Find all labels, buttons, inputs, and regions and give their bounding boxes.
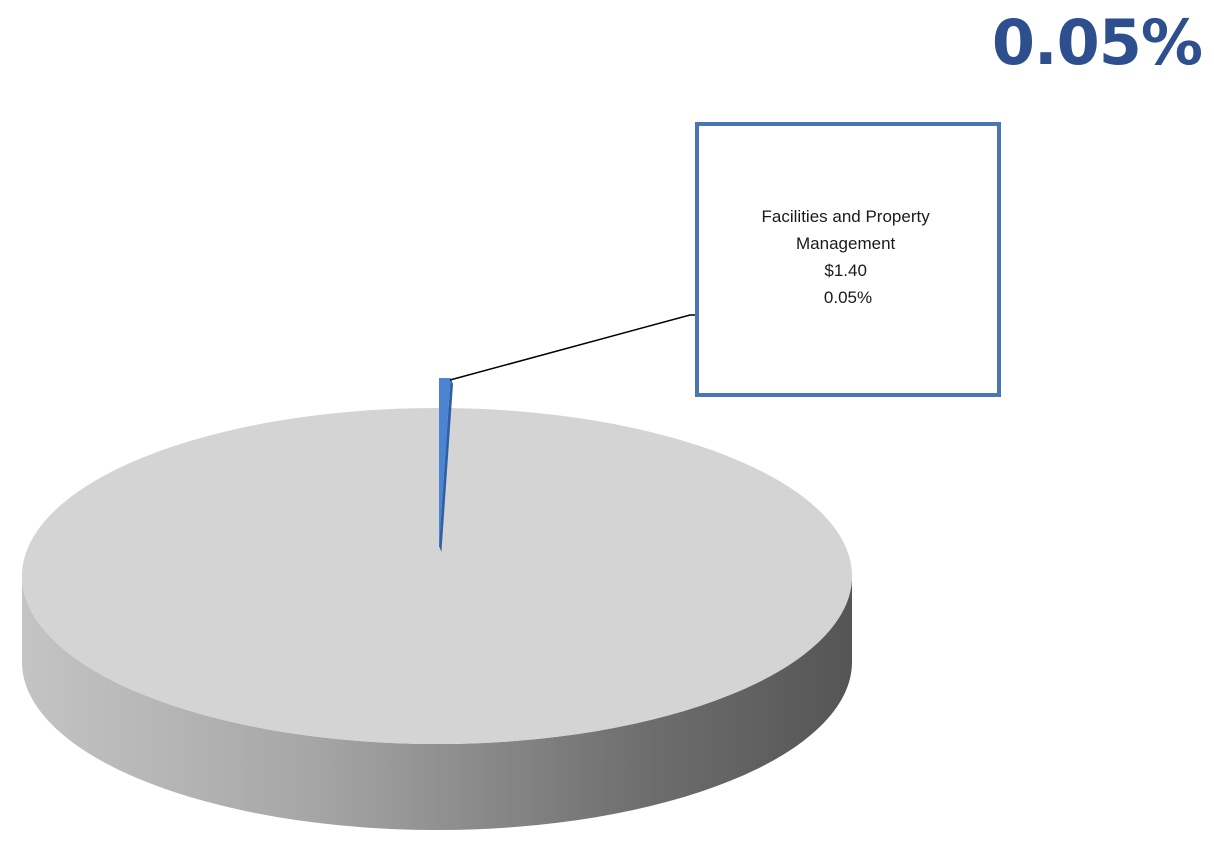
callout-leader-line	[449, 314, 697, 381]
pie-side-wall	[22, 576, 852, 830]
pie-slice-rest	[22, 408, 852, 744]
pie-slice-highlighted-group	[439, 378, 453, 552]
data-label-callout-box	[695, 122, 1001, 397]
callout-line-percent: 0.05%	[824, 288, 872, 307]
callout-line-2: Management	[796, 234, 896, 253]
pie-slice-highlighted-side	[439, 378, 453, 552]
headline-percent: 0.05%	[991, 6, 1203, 79]
data-label-callout: Facilities and Property Management $1.40…	[762, 207, 935, 307]
pie-slice-facilities-and-property-management	[439, 378, 451, 546]
callout-line-1: Facilities and Property	[762, 207, 931, 226]
callout-line-value: $1.40	[824, 261, 867, 280]
